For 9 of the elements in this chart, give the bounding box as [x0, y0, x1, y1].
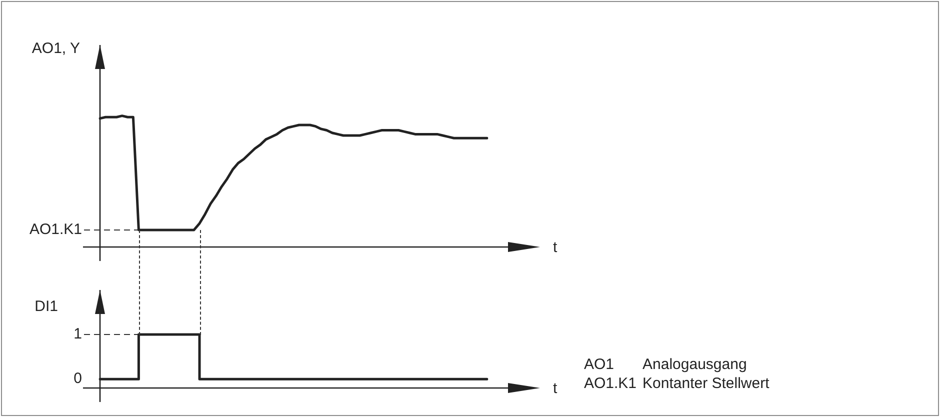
y-tick-label: 1 [74, 326, 82, 343]
x-axis-title: t [553, 239, 558, 256]
x-axis-title: t [553, 380, 558, 398]
ref-line-label: AO1.K1 [29, 221, 82, 238]
text: AO1.K1 Kontanter Stellwert [584, 374, 770, 393]
text: AO1 Analogausgang [584, 356, 747, 373]
y-tick-label: 0 [74, 370, 82, 388]
y-axis-title: DI1 [34, 298, 58, 316]
y-axis-title: AO1, Y [32, 40, 80, 58]
